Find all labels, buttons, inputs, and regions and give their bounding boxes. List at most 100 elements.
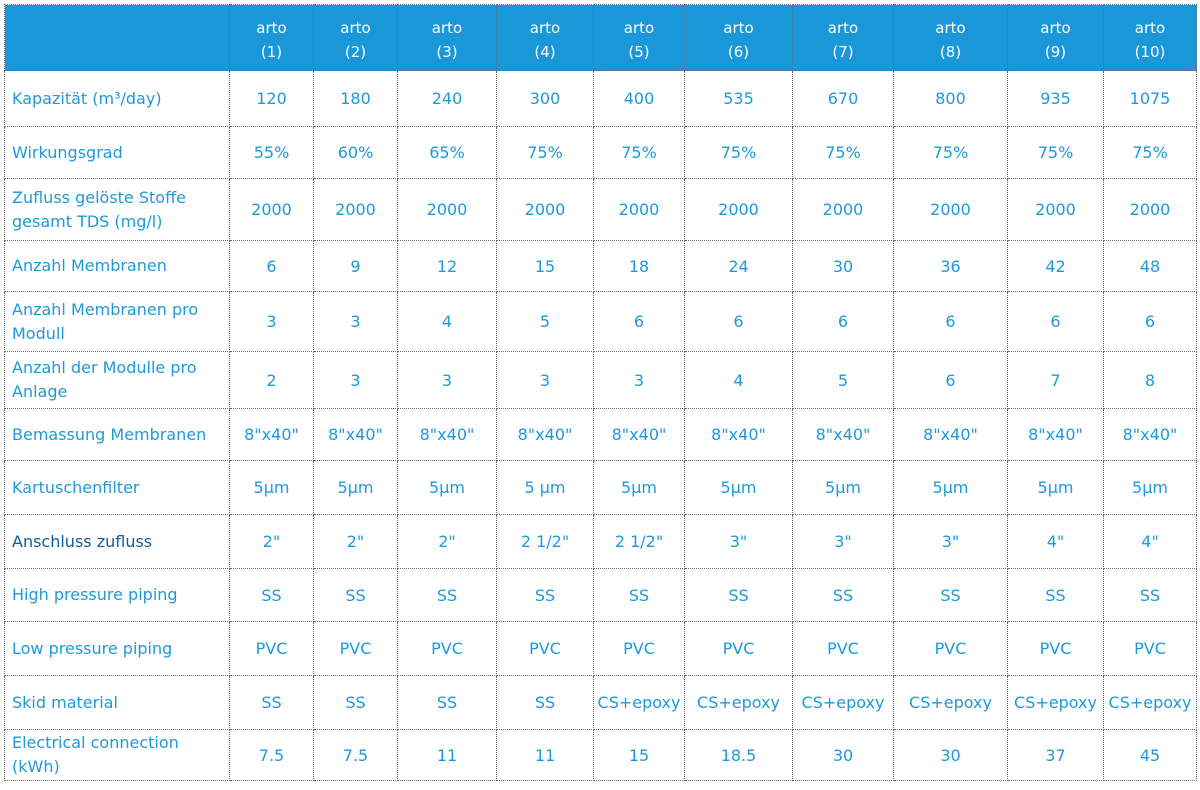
row-label: Kapazität (m³/day) — [4, 70, 230, 127]
table-cell: 800 — [893, 70, 1008, 127]
table-cell: 75% — [792, 126, 894, 179]
row-label: Kartuschenfilter — [4, 460, 230, 515]
table-cell: 75% — [496, 126, 594, 179]
column-header: arto (9) — [1007, 4, 1104, 71]
table-cell: 8"x40" — [792, 408, 894, 461]
table-cell: 2000 — [893, 178, 1008, 241]
table-cell: 8 — [1103, 351, 1197, 409]
table-cell: 3" — [684, 514, 793, 569]
table-cell: 7.5 — [313, 729, 398, 781]
table-cell: CS+epoxy — [1007, 675, 1104, 730]
table-cell: PVC — [684, 621, 793, 676]
table-cell: PVC — [1103, 621, 1197, 676]
table-cell: 8"x40" — [1103, 408, 1197, 461]
column-header: arto (3) — [397, 4, 497, 71]
table-cell: 30 — [893, 729, 1008, 781]
table-cell: 535 — [684, 70, 793, 127]
table-cell: 7 — [1007, 351, 1104, 409]
row-label: Anschluss zufluss — [4, 514, 230, 569]
table-cell: 2000 — [496, 178, 594, 241]
table-cell: SS — [1103, 568, 1197, 622]
table-cell: 300 — [496, 70, 594, 127]
table-cell: CS+epoxy — [792, 675, 894, 730]
table-cell: 75% — [893, 126, 1008, 179]
table-cell: 5µm — [893, 460, 1008, 515]
table-cell: 2000 — [1007, 178, 1104, 241]
table-cell: 3 — [593, 351, 685, 409]
table-cell: 2000 — [313, 178, 398, 241]
table-row: Bemassung Membranen 8"x40" 8"x40" 8"x40" 8"x… — [4, 408, 1197, 461]
row-label: Electrical connection (kWh) — [4, 729, 230, 781]
table-cell: 75% — [593, 126, 685, 179]
table-cell: 2000 — [684, 178, 793, 241]
table-cell: 30 — [792, 240, 894, 292]
table-cell: 9 — [313, 240, 398, 292]
table-cell: 2" — [313, 514, 398, 569]
table-cell: 5µm — [593, 460, 685, 515]
table-cell: 42 — [1007, 240, 1104, 292]
table-cell: PVC — [893, 621, 1008, 676]
table-cell: 3 — [313, 351, 398, 409]
table-cell: 5µm — [684, 460, 793, 515]
table-cell: 65% — [397, 126, 497, 179]
table-row: Zufluss gelöste Stoffe gesamt TDS (mg/l)… — [4, 178, 1197, 241]
table-cell: 30 — [792, 729, 894, 781]
table-cell: 3" — [792, 514, 894, 569]
row-label: Anzahl Membranen — [4, 240, 230, 292]
table-row: Skid material SS SS SS SS CS+epoxy CS+epoxy CS+… — [4, 675, 1197, 730]
row-label: Skid material — [4, 675, 230, 730]
table-cell: SS — [593, 568, 685, 622]
table-cell: PVC — [397, 621, 497, 676]
table-cell: 3" — [893, 514, 1008, 569]
table-cell: 1075 — [1103, 70, 1197, 127]
table-cell: 2 1/2" — [496, 514, 594, 569]
table-cell: 2000 — [229, 178, 314, 241]
table-row: High pressure piping SS SS SS SS SS SS SS SS SS SS — [4, 568, 1197, 622]
table-cell: 60% — [313, 126, 398, 179]
table-cell: 7.5 — [229, 729, 314, 781]
table-cell: 55% — [229, 126, 314, 179]
row-label: Wirkungsgrad — [4, 126, 230, 179]
table-cell: SS — [893, 568, 1008, 622]
table-cell: 6 — [1103, 291, 1197, 352]
table-cell: 48 — [1103, 240, 1197, 292]
table-cell: 2" — [397, 514, 497, 569]
column-header: arto (8) — [893, 4, 1008, 71]
table-cell: 120 — [229, 70, 314, 127]
row-label: Anzahl Membranen pro Modull — [4, 291, 230, 352]
column-header: arto (2) — [313, 4, 398, 71]
table-row: Electrical connection (kWh) 7.5 7.5 11 11 15 1… — [4, 729, 1197, 781]
table-cell: 4" — [1103, 514, 1197, 569]
table-cell: 2000 — [397, 178, 497, 241]
table-cell: 6 — [792, 291, 894, 352]
table-cell: 935 — [1007, 70, 1104, 127]
table-cell: 5 — [496, 291, 594, 352]
row-label: Zufluss gelöste Stoffe gesamt TDS (mg/l) — [4, 178, 230, 241]
table-row: Low pressure piping PVC PVC PVC PVC PVC PVC PVC… — [4, 621, 1197, 676]
table-cell: 2 — [229, 351, 314, 409]
table-cell: 5µm — [397, 460, 497, 515]
table-row: Kartuschenfilter 5µm 5µm 5µm 5 µm 5µm 5µm 5µm 5µ… — [4, 460, 1197, 515]
column-header: arto (5) — [593, 4, 685, 71]
table-cell: SS — [229, 675, 314, 730]
table-cell: 45 — [1103, 729, 1197, 781]
table-cell: 15 — [496, 240, 594, 292]
table-cell: 8"x40" — [1007, 408, 1104, 461]
column-header: arto (7) — [792, 4, 894, 71]
table-cell: 2000 — [593, 178, 685, 241]
table-row: Wirkungsgrad 55% 60% 65% 75% 75% 75% 75% 75% 75% 7… — [4, 126, 1197, 179]
table-cell: 5µm — [229, 460, 314, 515]
table-cell: 3 — [313, 291, 398, 352]
table-cell: SS — [397, 675, 497, 730]
table-cell: 5 — [792, 351, 894, 409]
column-header: arto (1) — [229, 4, 314, 71]
table-cell: 4 — [397, 291, 497, 352]
table-cell: SS — [229, 568, 314, 622]
table-cell: SS — [397, 568, 497, 622]
table-cell: 5µm — [1103, 460, 1197, 515]
table-cell: SS — [496, 675, 594, 730]
table-cell: 6 — [893, 291, 1008, 352]
table-row: Anzahl der Modulle pro Anlage 2 3 3 3 3 4 5 6 7 8 — [4, 351, 1197, 409]
table-cell: 8"x40" — [496, 408, 594, 461]
table-cell: 8"x40" — [229, 408, 314, 461]
